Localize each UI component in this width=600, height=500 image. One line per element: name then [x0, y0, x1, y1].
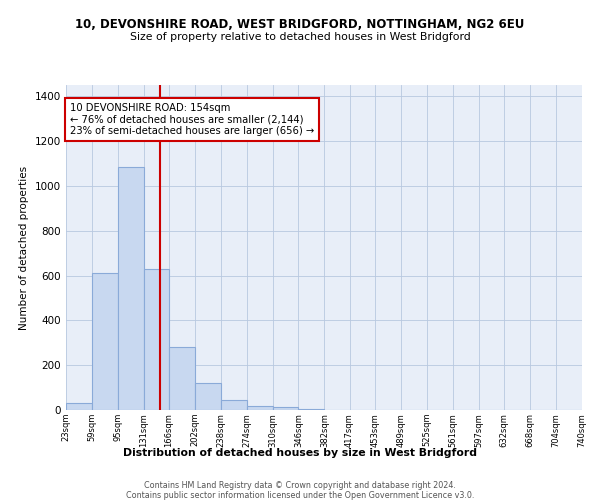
Bar [66, 404, 92, 410]
Bar [298, 409, 325, 410]
Text: Size of property relative to detached houses in West Bridgford: Size of property relative to detached ho… [130, 32, 470, 42]
Text: 10, DEVONSHIRE ROAD, WEST BRIDGFORD, NOTTINGHAM, NG2 6EU: 10, DEVONSHIRE ROAD, WEST BRIDGFORD, NOT… [76, 18, 524, 30]
Bar [92, 274, 118, 410]
Text: Contains HM Land Registry data © Crown copyright and database right 2024.: Contains HM Land Registry data © Crown c… [144, 481, 456, 490]
Bar [144, 269, 169, 410]
Bar [247, 406, 272, 410]
Bar [272, 406, 298, 410]
Text: Distribution of detached houses by size in West Bridgford: Distribution of detached houses by size … [123, 448, 477, 458]
Bar [169, 347, 195, 410]
Bar [195, 383, 221, 410]
Text: 10 DEVONSHIRE ROAD: 154sqm
← 76% of detached houses are smaller (2,144)
23% of s: 10 DEVONSHIRE ROAD: 154sqm ← 76% of deta… [70, 103, 314, 136]
Bar [221, 400, 247, 410]
Bar [118, 167, 144, 410]
Y-axis label: Number of detached properties: Number of detached properties [19, 166, 29, 330]
Text: Contains public sector information licensed under the Open Government Licence v3: Contains public sector information licen… [126, 491, 474, 500]
